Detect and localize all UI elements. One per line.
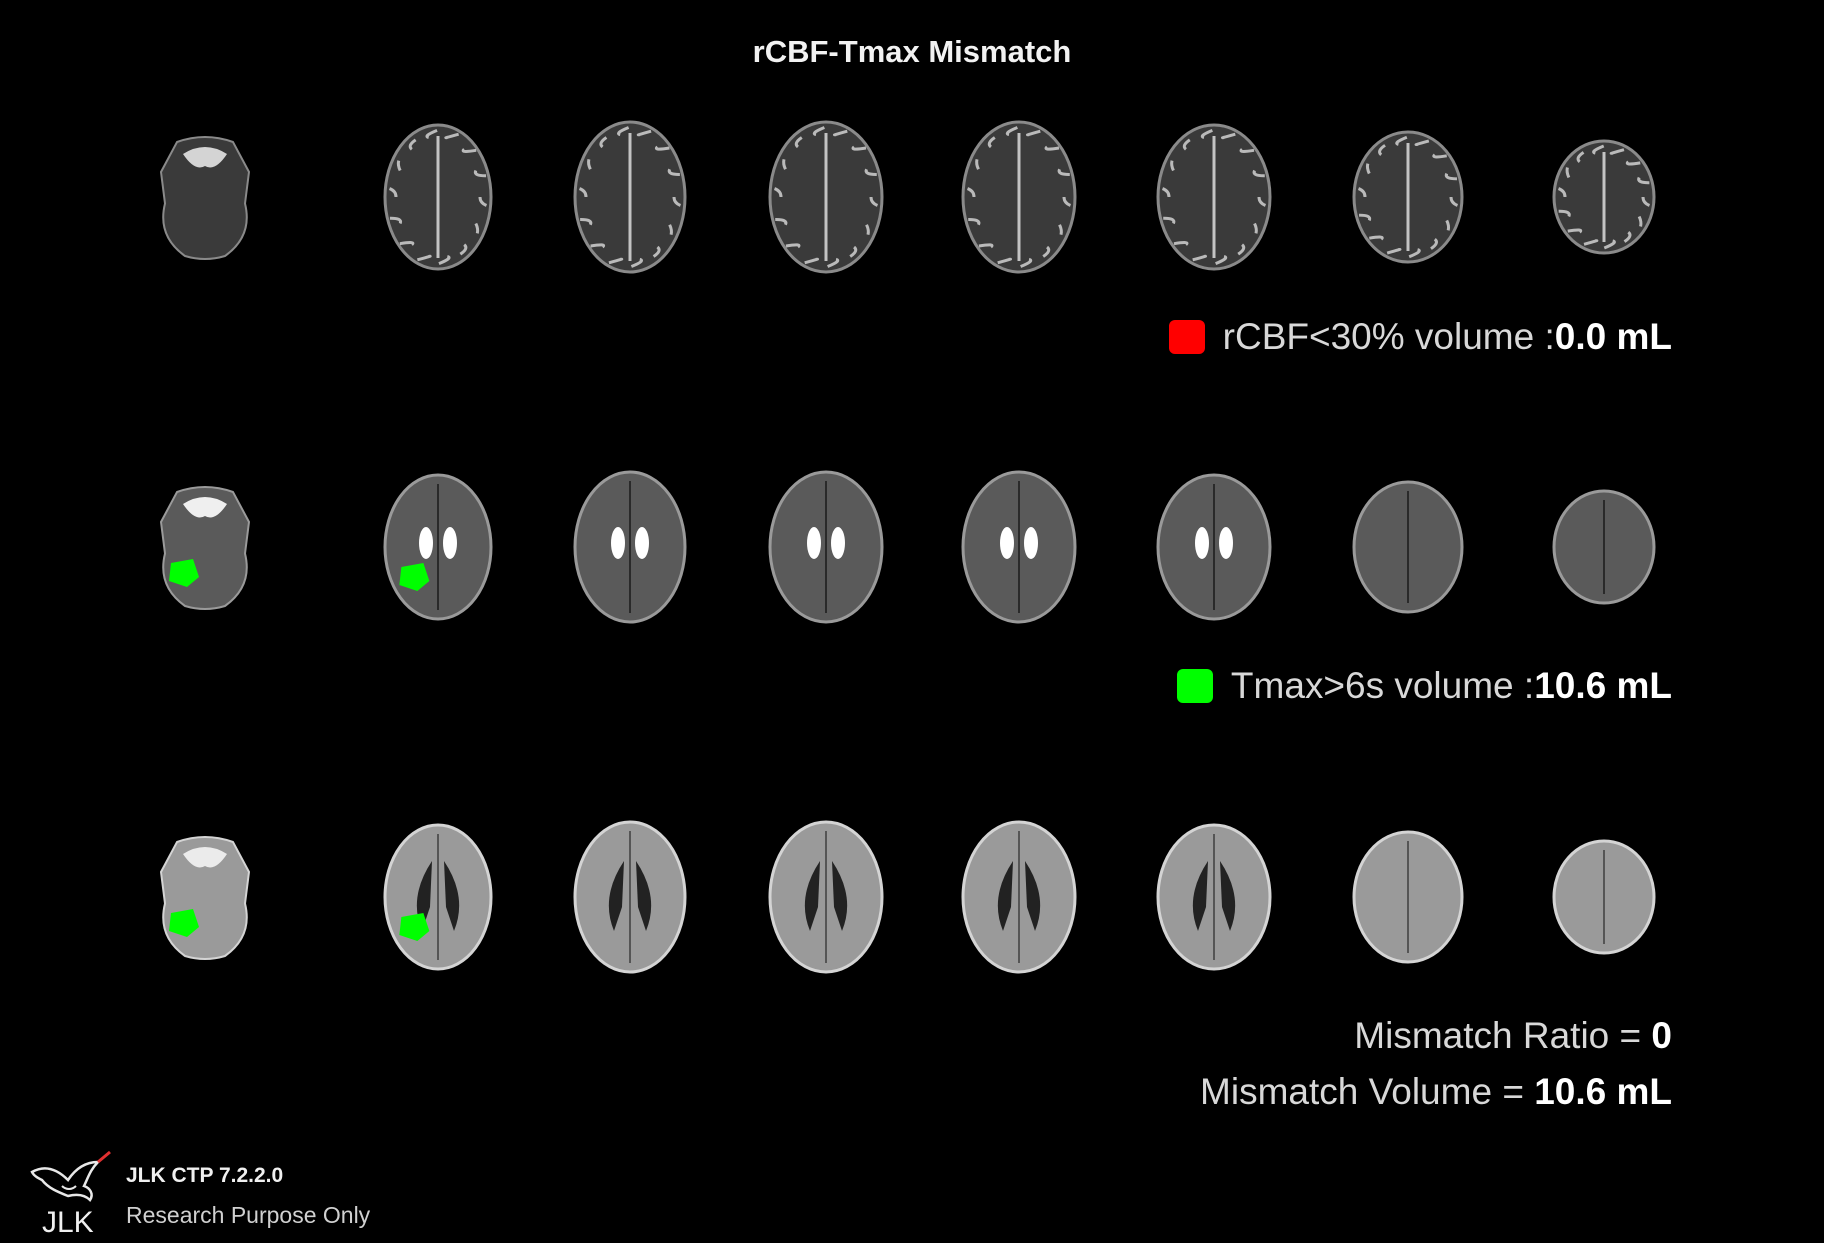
logo-text: JLK [42,1206,94,1236]
tmax-row-slice-2 [382,472,494,622]
lesion-overlay [399,563,430,591]
mismatch-ratio-label: Mismatch Ratio = [1354,1015,1652,1056]
ncct-row-slice-8 [1551,838,1657,956]
brain-slice-image [383,823,493,971]
tmax-row-slice-3 [572,469,688,625]
mismatch-ratio-value: 0 [1651,1015,1672,1056]
brain-slice-image [1552,139,1656,255]
lesion-overlay [169,909,199,937]
brain-slice-image [383,123,493,271]
brain-slice-image [1352,130,1464,264]
green-swatch-icon [1176,669,1213,703]
lesion-overlay [399,913,430,941]
lesion-overlay [169,559,199,587]
ncct-slice-row [0,812,1824,992]
rcbf-row-slice-7 [1351,129,1465,265]
brain-slice-image [573,120,687,274]
brain-slice-image [159,136,251,260]
mismatch-volume-value: 10.6 mL [1534,1071,1672,1112]
brain-slice-image [1352,830,1464,964]
brain-slice-image [1156,473,1272,621]
ncct-row-slice-1 [155,832,255,962]
brain-slice-image [383,473,493,621]
ncct-row-slice-2 [382,822,494,972]
brain-slice-image [768,120,884,274]
rcbf-row-slice-1 [155,132,255,262]
rcbf-slice-row [0,112,1824,292]
jlk-logo-icon: JLK [30,1150,111,1236]
tmax-row-slice-8 [1551,488,1657,606]
rcbf-row-slice-2 [382,122,494,272]
brain-slice-image [573,820,687,974]
tmax-legend-label: Tmax>6s volume : [1230,665,1535,706]
rcbf-row-slice-6 [1155,122,1273,272]
product-version: JLK CTP 7.2.2.0 [126,1164,284,1187]
brain-slice-image [961,820,1077,974]
brain-slice-image [573,470,687,624]
tmax-row-slice-4 [767,469,885,625]
brain-slice-image [159,836,251,960]
mismatch-volume-label: Mismatch Volume = [1200,1071,1535,1112]
rcbf-row-slice-3 [572,119,688,275]
rcbf-legend-label: rCBF<30% volume : [1222,316,1555,357]
brain-slice-image [1352,480,1464,614]
rcbf-row-slice-8 [1551,138,1657,256]
brain-slice-image [1552,839,1656,955]
tmax-row-slice-5 [960,469,1078,625]
tmax-row-slice-7 [1351,479,1465,615]
red-swatch-icon [1168,320,1205,354]
ncct-row-slice-6 [1155,822,1273,972]
page-title: rCBF-Tmax Mismatch [752,34,1072,69]
ncct-row-slice-4 [767,819,885,975]
mismatch-volume: Mismatch Volume = 10.6 mL [1200,1071,1672,1113]
tmax-row-slice-1 [155,482,255,612]
tmax-row-slice-6 [1155,472,1273,622]
brain-slice-image [961,470,1077,624]
footer: JLK JLK CTP 7.2.2.0 Research Purpose Onl… [28,1150,428,1240]
brain-slice-image [1552,489,1656,605]
brain-slice-image [961,120,1077,274]
tmax-legend: Tmax>6s volume : 10.6 mL [1176,665,1672,707]
tmax-legend-value: 10.6 mL [1534,665,1672,706]
brain-slice-image [768,820,884,974]
rcbf-legend-value: 0.0 mL [1554,316,1672,357]
tmax-slice-row [0,462,1824,642]
rcbf-row-slice-5 [960,119,1078,275]
brain-slice-image [768,470,884,624]
rcbf-legend: rCBF<30% volume : 0.0 mL [1168,316,1672,358]
brain-slice-image [1156,823,1272,971]
ncct-row-slice-5 [960,819,1078,975]
brain-slice-image [1156,123,1272,271]
rcbf-row-slice-4 [767,119,885,275]
ncct-row-slice-3 [572,819,688,975]
mismatch-ratio: Mismatch Ratio = 0 [1354,1015,1672,1057]
research-note: Research Purpose Only [126,1202,371,1228]
brain-slice-image [159,486,251,610]
ncct-row-slice-7 [1351,829,1465,965]
